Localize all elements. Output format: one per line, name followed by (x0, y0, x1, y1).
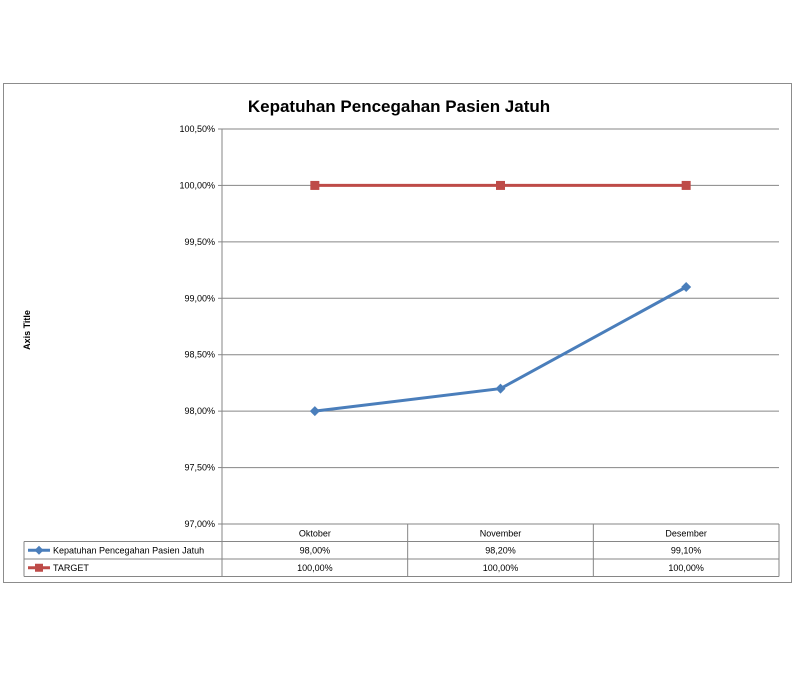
y-axis-title: Axis Title (22, 310, 32, 350)
legend-label: TARGET (53, 563, 89, 573)
series-lines (309, 180, 692, 417)
data-label: 98,00% (300, 545, 331, 555)
x-category-label: November (480, 529, 522, 539)
legend-marker (34, 545, 44, 555)
x-category-label: Desember (665, 529, 707, 539)
chart-title: Kepatuhan Pencegahan Pasien Jatuh (248, 97, 550, 116)
data-point (496, 180, 505, 190)
y-tick-label: 98,00% (184, 406, 215, 416)
chart-frame: Kepatuhan Pencegahan Pasien Jatuh Axis T… (3, 83, 792, 583)
y-tick-label: 100,50% (179, 124, 215, 134)
data-point (681, 180, 691, 190)
data-label: 99,10% (671, 545, 702, 555)
data-point (681, 282, 692, 292)
legend-marker (35, 563, 43, 572)
data-point (495, 383, 506, 394)
data-label: 98,20% (485, 545, 516, 555)
y-tick-label: 99,00% (184, 293, 215, 303)
data-point (310, 180, 320, 190)
x-category-label: Oktober (299, 529, 331, 539)
data-table: Oktober November Desember Kepatuhan Pencega… (23, 523, 780, 577)
data-label: 100,00% (668, 563, 704, 573)
data-label: 100,00% (483, 563, 519, 573)
y-tick-label: 98,50% (184, 350, 215, 360)
data-point (309, 406, 320, 417)
y-tick-label: 99,50% (184, 237, 215, 247)
y-axis-ticks: 100,50% 100,00% 99,50% 99,00% 98,50% 98,00% 97… (179, 124, 215, 529)
y-tick-label: 100,00% (179, 180, 215, 190)
y-tick-label: 97,00% (184, 519, 215, 529)
data-label: 100,00% (297, 563, 333, 573)
y-tick-label: 97,50% (184, 463, 215, 473)
line-chart: Kepatuhan Pencegahan Pasien Jatuh Axis T… (22, 97, 780, 577)
legend-label: Kepatuhan Pencegahan Pasien Jatuh (53, 545, 204, 555)
